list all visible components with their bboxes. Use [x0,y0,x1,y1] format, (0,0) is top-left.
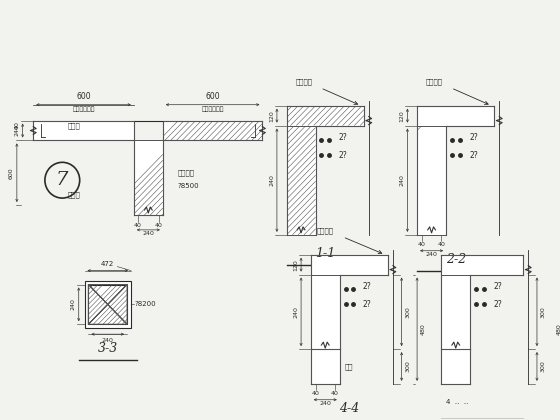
Polygon shape [311,275,340,349]
Text: 480: 480 [556,323,560,335]
Text: 40: 40 [437,242,445,247]
Text: ?8200: ?8200 [135,302,156,307]
Text: 2?: 2? [493,300,502,309]
Text: 40: 40 [155,223,163,228]
Text: 4-4: 4-4 [339,402,360,415]
Polygon shape [441,349,470,384]
Bar [88,284,127,324]
Text: 2?: 2? [493,282,502,291]
Text: 成件至洞口边: 成件至洞口边 [72,107,95,112]
Text: 过梁: 过梁 [344,363,353,370]
Text: 外保墙: 外保墙 [68,122,80,129]
Polygon shape [163,121,263,140]
Text: 40: 40 [418,242,426,247]
Text: 240: 240 [399,174,404,186]
Polygon shape [417,126,446,235]
Text: 240: 240 [426,252,437,257]
Text: 600: 600 [76,92,91,101]
Text: 600: 600 [206,92,220,101]
Text: 内保墙: 内保墙 [68,192,80,198]
Text: 300: 300 [405,361,410,373]
Text: 240: 240 [319,401,331,406]
Polygon shape [287,126,316,235]
Text: 2?: 2? [339,133,348,142]
Polygon shape [134,140,163,215]
Text: 洞墙全高: 洞墙全高 [178,169,194,176]
Text: 40: 40 [134,223,142,228]
Text: 2-2: 2-2 [446,253,466,265]
Text: 2?: 2? [363,300,372,309]
Text: 240: 240 [102,338,114,343]
Text: 600: 600 [9,167,14,178]
Text: 40: 40 [331,391,339,396]
Polygon shape [88,284,108,324]
Text: 成件至洞口边: 成件至洞口边 [202,107,224,112]
Text: 300: 300 [541,306,546,318]
Text: 屋顶圈梁: 屋顶圈梁 [296,79,312,85]
Polygon shape [33,121,134,140]
Text: 2?: 2? [339,151,348,160]
Text: 2?: 2? [469,133,478,142]
Text: 472: 472 [101,261,114,267]
Text: 300: 300 [405,306,410,318]
Bar [88,284,127,324]
Text: 40: 40 [312,391,320,396]
Text: 240: 240 [15,125,20,136]
Text: 1-1: 1-1 [315,247,335,260]
Polygon shape [88,304,127,324]
Text: 240: 240 [269,174,274,186]
Bar [85,281,131,328]
Text: 屋顶圈梁: 屋顶圈梁 [426,79,443,85]
Polygon shape [417,106,494,126]
Text: 屋顶圈梁: 屋顶圈梁 [317,228,334,234]
Polygon shape [287,106,364,126]
Text: 240: 240 [142,231,154,236]
Text: 120: 120 [269,110,274,121]
Polygon shape [441,255,524,275]
Text: 300: 300 [541,361,546,373]
Polygon shape [108,284,127,324]
Polygon shape [88,284,127,304]
Text: 7: 7 [56,171,68,189]
Text: 3-3: 3-3 [97,342,118,355]
Text: 2?: 2? [363,282,372,291]
Polygon shape [441,275,470,349]
Text: 240: 240 [71,299,76,310]
Text: 40: 40 [15,122,20,129]
Text: 2?: 2? [469,151,478,160]
Text: 4  ..  ..: 4 .. .. [446,399,469,405]
Text: 480: 480 [421,323,426,335]
Polygon shape [311,349,340,384]
Text: 120: 120 [399,110,404,121]
Text: ?8500: ?8500 [178,183,199,189]
Polygon shape [311,255,388,275]
Text: 120: 120 [293,259,298,270]
Text: 240: 240 [293,306,298,318]
